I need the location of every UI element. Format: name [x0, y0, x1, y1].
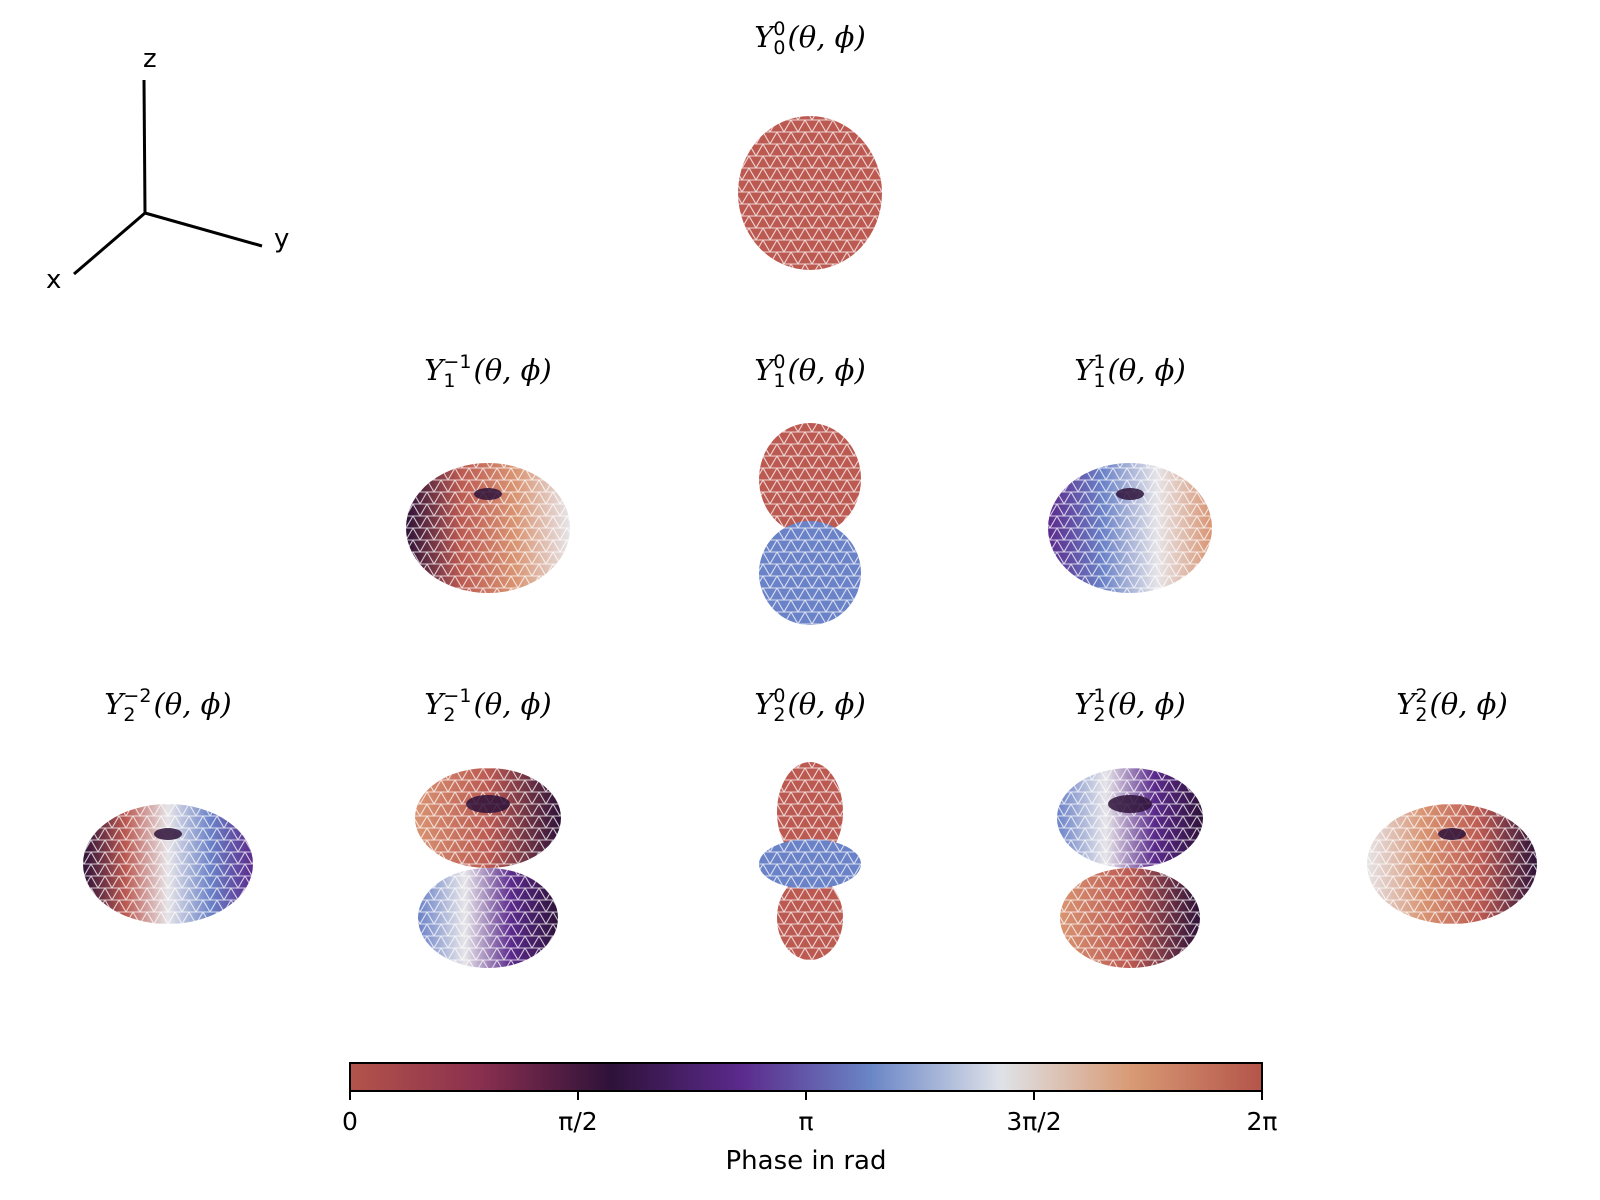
surface-l1m1 [1048, 463, 1212, 593]
lower-torus-mesh [1060, 868, 1200, 968]
harmonic-title-l1m0: Y 0 1 (θ, ϕ) [754, 351, 866, 392]
harmonic-title-l2m1: Y 1 2 (θ, ϕ) [1074, 685, 1186, 726]
upper-torus-mesh [415, 768, 561, 868]
colorbar-label: Phase in rad [725, 1146, 887, 1176]
upper-lobe-mesh [759, 423, 861, 535]
torus-mesh [83, 804, 253, 924]
sphere-mesh [738, 116, 882, 270]
surface-l2m-1 [415, 768, 561, 968]
colorbar-tick-label: π/2 [558, 1107, 598, 1136]
colorbar-tick-label: 0 [342, 1107, 358, 1136]
surface-l1m0 [759, 423, 861, 625]
surface-l2m1 [1057, 768, 1203, 968]
harmonic-title-l2m-1: Y −1 2 (θ, ϕ) [424, 685, 552, 726]
surface-l0m0 [738, 116, 882, 270]
surface-l2m-2 [83, 804, 253, 924]
torus-hole [1438, 828, 1466, 840]
torus-hole [154, 828, 182, 840]
torus-mesh [1367, 804, 1537, 924]
surface-l1m-1 [406, 463, 570, 593]
harmonic-title-l0m0: Y 0 0 (θ, ϕ) [754, 18, 866, 59]
z-axis-label: z [143, 44, 157, 74]
surface-l2m2 [1367, 804, 1537, 924]
harmonic-title-l1m-1: Y −1 1 (θ, ϕ) [424, 351, 552, 392]
surface-l2m0 [759, 762, 861, 960]
upper-torus-mesh [1057, 768, 1203, 868]
lower-lobe-mesh [777, 876, 843, 960]
x-axis-line [73, 211, 146, 276]
y-axis-line [144, 211, 263, 248]
torus-hole [474, 488, 502, 500]
colorbar-tick-label: 2π [1246, 1107, 1278, 1136]
axes-triad [73, 79, 263, 276]
torus-hole [1108, 795, 1152, 813]
harmonic-title-l2m-2: Y −2 2 (θ, ϕ) [104, 685, 232, 726]
y-axis-label: y [274, 224, 290, 254]
upper-lobe-mesh [777, 762, 843, 862]
harmonic-title-l2m0: Y 0 2 (θ, ϕ) [754, 685, 866, 726]
torus-mesh [406, 463, 570, 593]
colorbar-tick-label: 3π/2 [1006, 1107, 1062, 1136]
harmonic-title-l2m2: Y 2 2 (θ, ϕ) [1396, 685, 1508, 726]
harmonic-title-l1m1: Y 1 1 (θ, ϕ) [1074, 351, 1186, 392]
z-axis-line [142, 79, 147, 214]
lower-lobe-mesh [759, 521, 861, 625]
x-axis-label: x [46, 265, 62, 295]
lower-torus-mesh [418, 868, 558, 968]
torus-hole [1116, 488, 1144, 500]
ring-mesh [759, 839, 861, 889]
torus-hole [466, 795, 510, 813]
torus-mesh [1048, 463, 1212, 593]
colorbar-tick-label: π [798, 1107, 814, 1136]
